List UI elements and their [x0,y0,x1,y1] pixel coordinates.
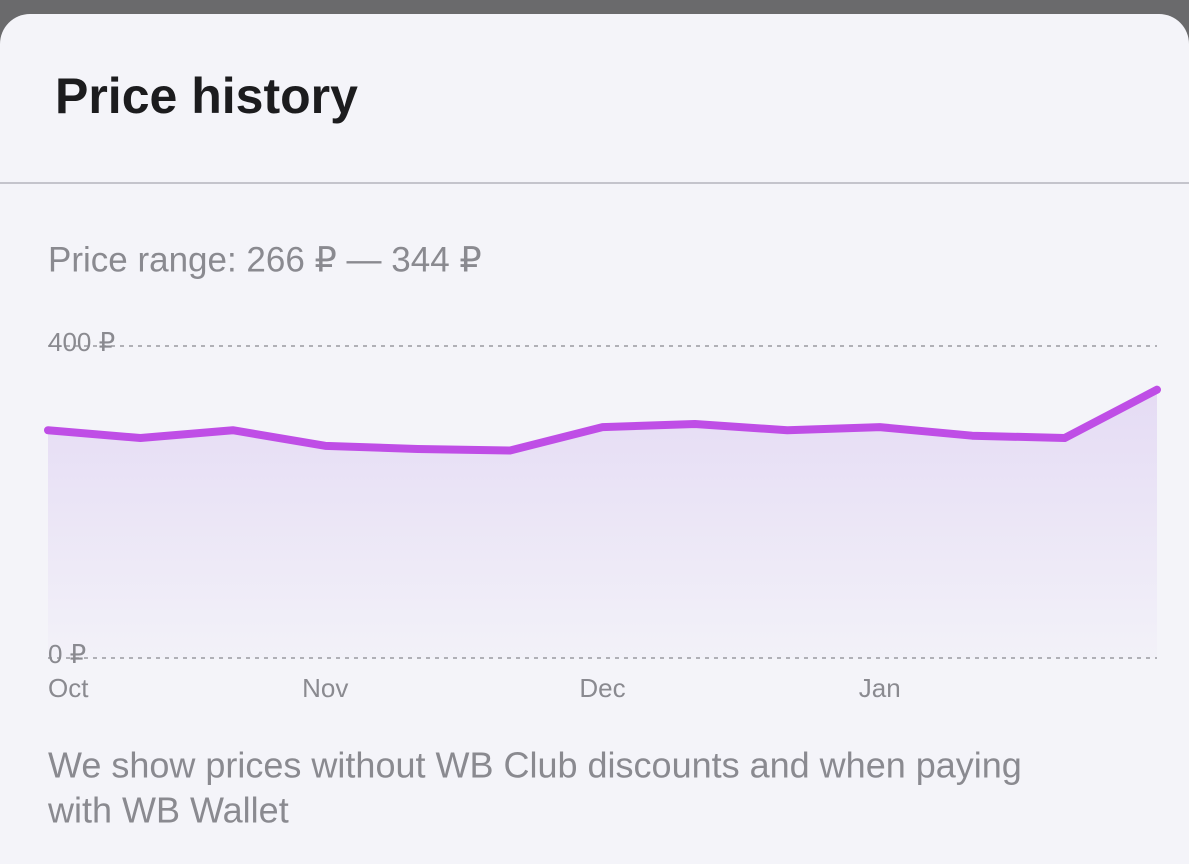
area [48,389,1157,658]
footnote-line: with WB Wallet [47,790,289,831]
price-line [44,385,1161,455]
price-range: Price range: 266 ₽ — 344 ₽ [48,240,482,279]
x-tick-label: Jan [859,673,901,703]
y-tick-label: 0 ₽ [48,639,86,669]
x-tick-label: Oct [48,673,89,703]
footnote-line: We show prices without WB Club discounts… [48,745,1022,786]
title: Price history [55,68,358,124]
x-tick-label: Nov [302,673,348,703]
x-tick-label: Dec [579,673,625,703]
y-tick-label: 400 ₽ [48,327,115,357]
